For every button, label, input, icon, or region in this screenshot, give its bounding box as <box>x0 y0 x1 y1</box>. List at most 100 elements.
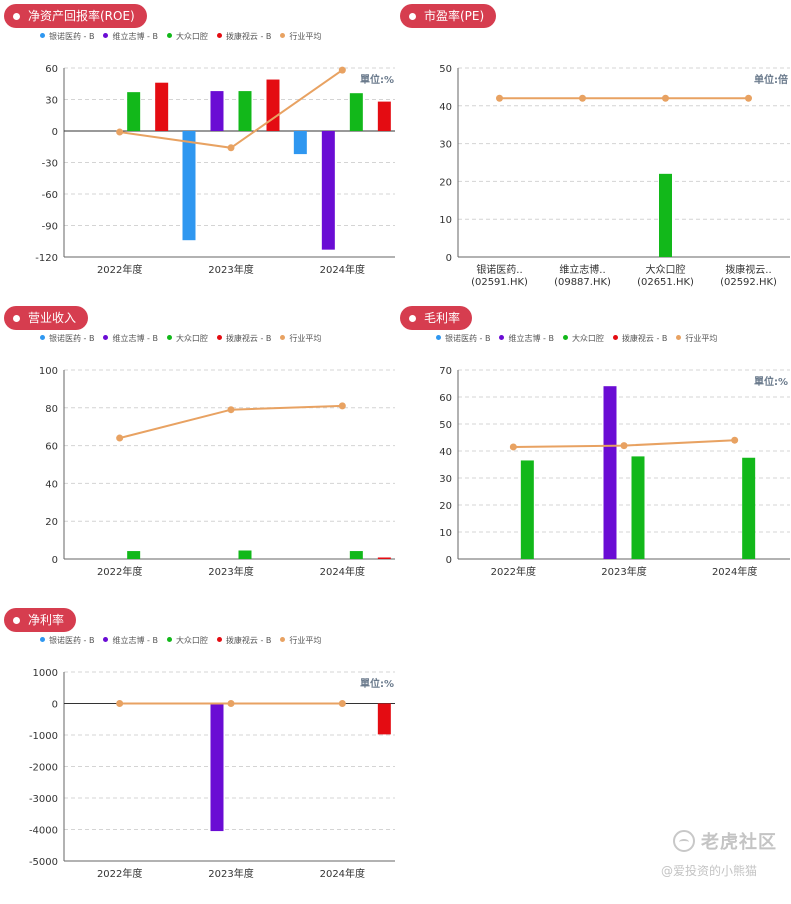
avg-point <box>338 700 346 707</box>
y-tick-label: 0 <box>52 127 58 138</box>
legend-item[interactable]: 拨康视云 - B <box>216 333 271 345</box>
chart-legend: 银诺医药 - B 维立志博 - B 大众口腔 拨康视云 - B 行业平均 <box>40 635 330 647</box>
y-tick-label: 60 <box>45 442 58 453</box>
watermark-sub: @爱投资的小熊猫 <box>661 864 758 878</box>
x-tick-label-line: 银诺医药.. <box>476 263 522 276</box>
bar <box>155 82 169 131</box>
legend-item[interactable]: 拨康视云 - B <box>216 31 271 43</box>
x-tick-label-line: 2023年度 <box>208 867 253 880</box>
x-tick-label: 2023年度 <box>208 263 253 276</box>
bar <box>349 551 363 559</box>
title-dot-icon <box>13 12 20 20</box>
bar <box>659 173 672 257</box>
legend-swatch <box>280 33 286 38</box>
legend-item[interactable]: 银诺医药 - B <box>40 31 94 43</box>
legend-item[interactable]: 大众口腔 <box>166 635 208 647</box>
legend-item[interactable]: 拨康视云 - B <box>216 635 271 647</box>
x-tick-label: 银诺医药.. (02591.HK) <box>471 263 528 288</box>
legend-item[interactable]: 行业平均 <box>280 31 321 43</box>
legend-item[interactable]: 维立志博 - B <box>103 31 158 43</box>
x-tick-label: 2023年度 <box>601 565 646 578</box>
legend-swatch <box>103 33 109 38</box>
legend-swatch <box>280 335 286 340</box>
legend-label: 银诺医药 - B <box>49 636 95 645</box>
avg-point <box>662 94 669 102</box>
bar <box>210 91 224 131</box>
avg-point <box>620 442 628 450</box>
chart-title: 市盈率(PE) <box>424 9 485 23</box>
legend-item[interactable]: 大众口腔 <box>166 31 208 43</box>
bar <box>349 93 363 131</box>
avg-point <box>116 128 124 136</box>
chart-title-pill[interactable]: 净资产回报率(ROE) <box>4 4 147 28</box>
chart-panel-roe: 净资产回报率(ROE) 银诺医药 - B 维立志博 - B 大众口腔 拨康视云 - B… <box>0 0 395 300</box>
y-tick-label: 80 <box>45 404 58 415</box>
legend-label: 维立志博 - B <box>508 334 554 343</box>
bar <box>520 460 534 559</box>
y-tick-label: -2000 <box>29 763 58 774</box>
bar <box>182 131 196 241</box>
legend-label: 拨康视云 - B <box>621 334 668 343</box>
x-tick-label-line: 拨康视云.. <box>725 263 771 276</box>
bar <box>377 703 391 735</box>
y-tick-label: 60 <box>439 393 452 404</box>
legend-item[interactable]: 维立志博 - B <box>499 333 554 345</box>
x-tick-label: 2024年度 <box>712 565 757 578</box>
chart-title-pill[interactable]: 市盈率(PE) <box>400 4 497 28</box>
x-tick-label: 维立志博.. (09887.HK) <box>554 263 611 288</box>
legend-label: 维立志博 - B <box>112 636 158 645</box>
legend-swatch <box>103 335 109 340</box>
y-tick-label: -4000 <box>29 826 58 837</box>
legend-label: 行业平均 <box>685 334 718 343</box>
x-tick-label-line: 2024年度 <box>320 565 365 578</box>
legend-label: 银诺医药 - B <box>49 334 95 343</box>
y-tick-label: 30 <box>45 96 58 107</box>
watermark-main: 老虎社区 <box>701 832 777 853</box>
x-tick-label: 2023年度 <box>208 867 253 880</box>
x-tick-label: 2022年度 <box>97 565 142 578</box>
avg-line <box>119 69 343 149</box>
legend-item[interactable]: 大众口腔 <box>562 333 604 345</box>
legend-label: 大众口腔 <box>571 334 604 343</box>
legend-item[interactable]: 银诺医药 - B <box>40 635 94 647</box>
bar <box>210 703 224 832</box>
title-dot-icon <box>409 12 416 20</box>
y-tick-label: 70 <box>439 366 452 377</box>
unit-label: 單位:% <box>360 75 395 86</box>
chart-svg: 50 40 30 20 10 0 银诺医药.. (02591.HK) 维立志博.. (09887.… <box>439 64 790 288</box>
y-tick-label: 20 <box>439 501 452 512</box>
y-tick-label: -3000 <box>29 794 58 805</box>
legend-item[interactable]: 行业平均 <box>280 635 321 647</box>
legend-item[interactable]: 拨康视云 - B <box>612 333 668 345</box>
legend-item[interactable]: 维立志博 - B <box>103 635 158 647</box>
bar <box>127 92 141 131</box>
avg-point <box>338 402 346 410</box>
legend-swatch <box>166 335 172 340</box>
y-tick-label: 0 <box>52 700 58 711</box>
title-dot-icon <box>409 314 416 322</box>
legend-item[interactable]: 行业平均 <box>676 333 717 345</box>
chart-title-pill[interactable]: 营业收入 <box>4 306 89 330</box>
y-tick-label: 0 <box>446 253 452 264</box>
legend-item[interactable]: 维立志博 - B <box>103 333 158 345</box>
legend-item[interactable]: 行业平均 <box>280 333 321 345</box>
title-dot-icon <box>13 616 20 624</box>
chart-title-pill[interactable]: 净利率 <box>4 608 77 632</box>
tiger-logo-icon <box>673 830 695 852</box>
avg-point <box>745 94 752 102</box>
legend-label: 大众口腔 <box>175 32 208 41</box>
chart-title-pill[interactable]: 毛利率 <box>400 306 473 330</box>
legend-item[interactable]: 银诺医药 - B <box>436 333 490 345</box>
y-tick-label: 20 <box>45 517 58 528</box>
legend-item[interactable]: 大众口腔 <box>166 333 208 345</box>
legend-item[interactable]: 银诺医药 - B <box>40 333 94 345</box>
bar <box>238 91 252 131</box>
x-tick-label: 2022年度 <box>97 263 142 276</box>
legend-swatch <box>40 637 45 642</box>
y-tick-label: 0 <box>446 555 452 566</box>
y-tick-label: 1000 <box>33 668 58 679</box>
x-tick-label-line: 2024年度 <box>320 263 365 276</box>
y-tick-label: 10 <box>439 528 452 539</box>
y-tick-label: 50 <box>439 420 452 431</box>
legend-swatch <box>612 335 618 340</box>
